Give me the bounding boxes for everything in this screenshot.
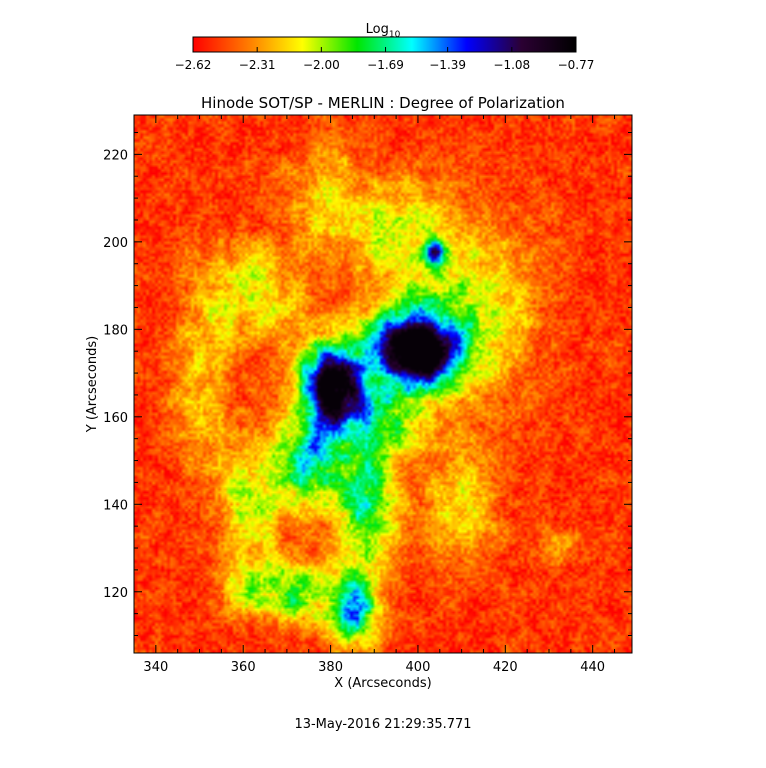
x-tick-label: 360 — [231, 660, 256, 675]
y-tick-label: 220 — [103, 148, 128, 163]
colorbar: Log10 −2.62 −2.31 −2.00 −1.69 −1.39 −1.08 −0.7… — [175, 22, 595, 72]
colorbar-tick-label: −2.00 — [303, 58, 340, 72]
x-axis: 340 360 380 400 420 440 — [133, 115, 616, 675]
x-axis-label: X (Arcseconds) — [334, 676, 431, 691]
colorbar-gradient — [192, 36, 577, 53]
colorbar-tick-label: −0.77 — [558, 58, 595, 72]
y-tick-label: 140 — [103, 498, 128, 513]
colorbar-tick-label: −1.69 — [367, 58, 404, 72]
y-tick-label: 180 — [103, 323, 128, 338]
plot-frame — [133, 114, 633, 654]
x-tick-label: 380 — [318, 660, 343, 675]
heatmap-image — [134, 115, 632, 653]
y-tick-label: 200 — [103, 236, 128, 251]
x-tick-label: 440 — [580, 660, 605, 675]
y-tick-label: 160 — [103, 411, 128, 426]
colorbar-tick-label: −1.39 — [429, 58, 466, 72]
colorbar-tick-label: −2.62 — [175, 58, 212, 72]
colorbar-tick-label: −1.08 — [493, 58, 530, 72]
timestamp: 13-May-2016 21:29:35.771 — [294, 717, 471, 732]
x-tick-label: 340 — [143, 660, 168, 675]
y-axis: 120 140 160 180 200 220 — [103, 131, 632, 637]
y-tick-label: 120 — [103, 586, 128, 601]
colorbar-tick-label: −2.31 — [239, 58, 276, 72]
colorbar-label: Log10 — [366, 22, 401, 40]
x-tick-label: 420 — [493, 660, 518, 675]
colorbar-ticks: −2.62 −2.31 −2.00 −1.69 −1.39 −1.08 −0.77 — [175, 47, 595, 72]
y-axis-label: Y (Arcseconds) — [85, 336, 100, 433]
x-tick-label: 400 — [406, 660, 431, 675]
chart-title: Hinode SOT/SP - MERLIN : Degree of Polar… — [201, 94, 565, 112]
